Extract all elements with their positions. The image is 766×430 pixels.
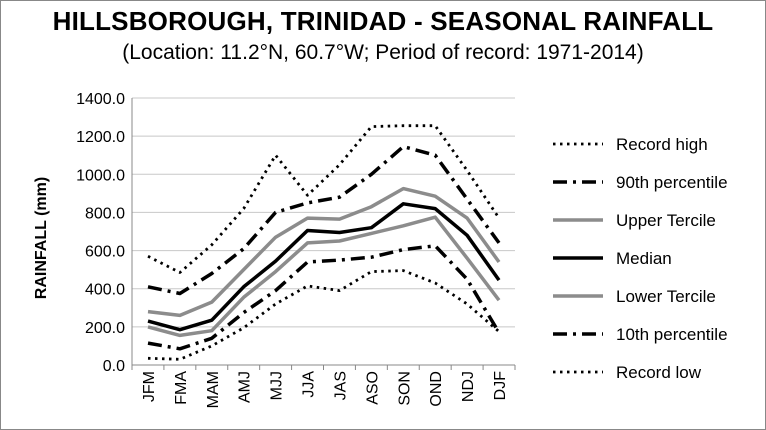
series-line-lower-tercile xyxy=(147,215,501,338)
y-tick-label: 1000.0 xyxy=(76,167,125,184)
y-tick-label: 400.0 xyxy=(85,282,125,299)
x-tick-label: NDJ xyxy=(460,371,477,402)
x-tick-label: ASO xyxy=(364,371,381,405)
y-tick-label: 200.0 xyxy=(85,320,125,337)
y-tick-label: 0.0 xyxy=(103,358,125,375)
y-tick-label: 600.0 xyxy=(85,244,125,261)
legend-label-10th-percentile: 10th percentile xyxy=(616,325,728,344)
x-tick-label: JJA xyxy=(301,371,318,398)
series-line-90th-percentile xyxy=(147,144,501,296)
y-tick-label: 800.0 xyxy=(85,205,125,222)
x-tick-label: JAS xyxy=(332,371,349,400)
x-tick-label: MAM xyxy=(205,371,222,408)
x-tick-label: MJJ xyxy=(269,371,286,400)
x-tick-label: JFM xyxy=(141,371,158,402)
legend-label-record-low: Record low xyxy=(616,363,702,382)
legend-label-90th-percentile: 90th percentile xyxy=(616,173,728,192)
series-layer xyxy=(147,124,501,361)
x-tick-label: SON xyxy=(396,371,413,406)
series-line-upper-tercile xyxy=(147,186,501,318)
chart-title: HILLSBOROUGH, TRINIDAD - SEASONAL RAINFA… xyxy=(52,6,714,36)
series-line-median xyxy=(147,202,501,332)
x-tick-label: AMJ xyxy=(237,371,254,403)
axis-layer: 0.0 200.0 400.0 600.0 800.0 1000.0 1200.0 1400.… xyxy=(76,91,516,408)
legend-label-median: Median xyxy=(616,249,672,268)
y-axis-label: RAINFALL (mm) xyxy=(33,177,50,299)
legend-label-lower-tercile: Lower Tercile xyxy=(616,287,716,306)
y-tick-label: 1200.0 xyxy=(76,129,125,146)
chart-subtitle: (Location: 11.2°N, 60.7°W; Period of rec… xyxy=(122,41,644,64)
x-tick-label: DJF xyxy=(492,371,509,401)
grid-layer xyxy=(132,97,515,366)
legend-label-record-high: Record high xyxy=(616,135,708,154)
legend: Record high 90th percentile Upper Tercile M… xyxy=(553,135,728,382)
x-tick-label: FMA xyxy=(173,371,190,405)
series-line-record-low xyxy=(147,269,500,361)
x-tick-label: OND xyxy=(428,371,445,407)
y-tick-label: 1400.0 xyxy=(76,91,125,108)
series-line-record-high xyxy=(147,124,501,274)
legend-label-upper-tercile: Upper Tercile xyxy=(616,211,716,230)
series-line-10th-percentile xyxy=(147,244,501,351)
